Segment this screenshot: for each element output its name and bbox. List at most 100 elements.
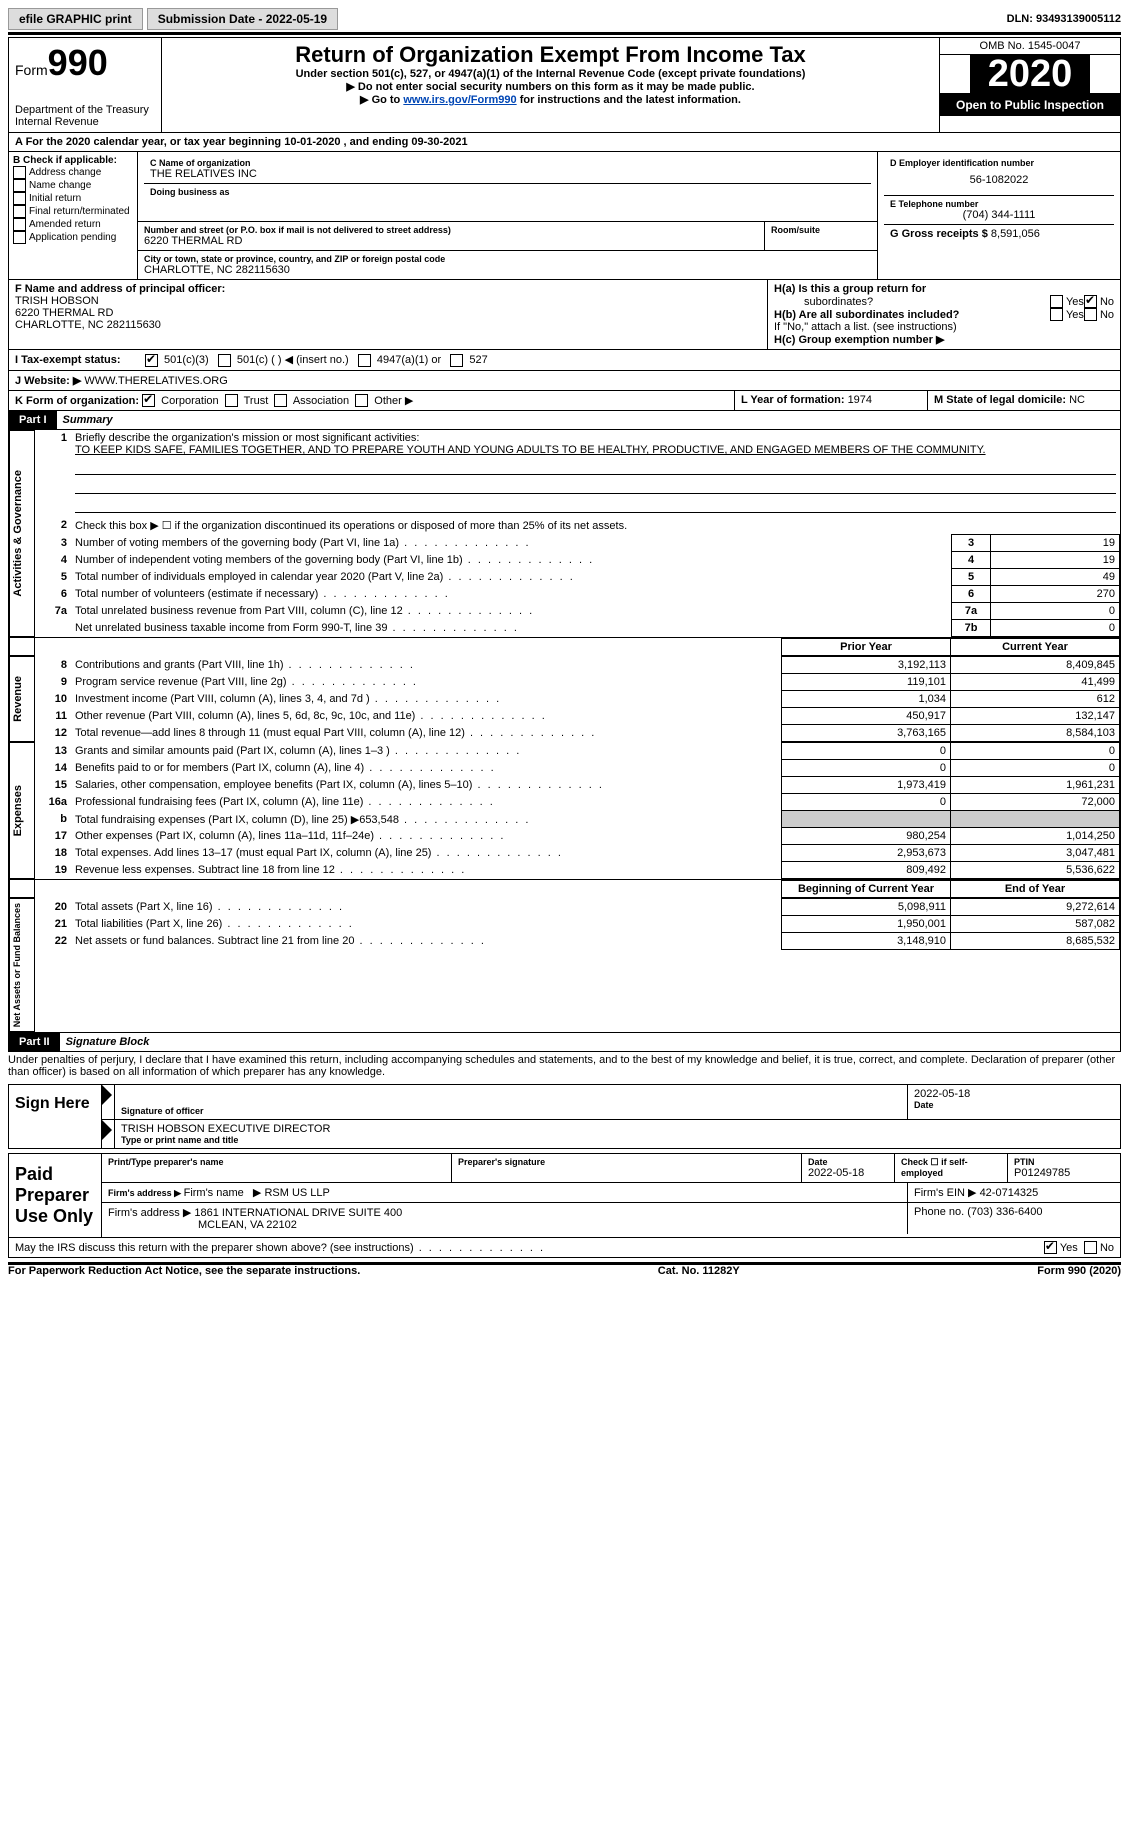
firm-name: Firm's name ▶ RSM US LLP: [184, 1187, 330, 1199]
q4: Number of independent voting members of …: [71, 552, 952, 569]
tax-year: 2020: [970, 55, 1091, 93]
tax-status-opt[interactable]: 501(c)(3): [145, 354, 218, 366]
row-label: Investment income (Part VIII, column (A)…: [71, 691, 782, 708]
v5: 49: [991, 569, 1120, 586]
v7b: 0: [991, 620, 1120, 637]
hb-label: H(b) Are all subordinates included?: [774, 309, 959, 321]
open-to-public: Open to Public Inspection: [940, 94, 1120, 116]
firm-addr2: MCLEAN, VA 22102: [198, 1219, 297, 1231]
prior-val: 1,973,419: [782, 777, 951, 794]
tax-status-opt[interactable]: 501(c) ( ) ◀ (insert no.): [218, 354, 358, 366]
firm-ein: 42-0714325: [980, 1187, 1039, 1199]
officer-addr1: 6220 THERMAL RD: [15, 307, 761, 319]
city-state-zip: CHARLOTTE, NC 282115630: [144, 264, 871, 276]
efile-button[interactable]: efile GRAPHIC print: [8, 8, 143, 30]
boxb-item[interactable]: Name change: [13, 179, 133, 192]
prior-val: 0: [782, 760, 951, 777]
line-k: K Form of organization: Corporation Trus…: [9, 391, 734, 411]
discuss-question: May the IRS discuss this return with the…: [8, 1238, 1121, 1258]
boxb-item[interactable]: Application pending: [13, 231, 133, 244]
side-expenses: Expenses: [10, 781, 26, 840]
prior-val: 3,148,910: [782, 933, 951, 950]
curr-val: 1,961,231: [951, 777, 1120, 794]
ein-value: 56-1082022: [890, 174, 1108, 186]
curr-val: 8,584,103: [951, 725, 1120, 742]
line-l: L Year of formation: 1974: [734, 391, 927, 411]
submission-date: Submission Date - 2022-05-19: [147, 8, 338, 30]
tax-status-opt[interactable]: 4947(a)(1) or: [358, 354, 450, 366]
q6: Total number of volunteers (estimate if …: [71, 586, 952, 603]
row-label: Professional fundraising fees (Part IX, …: [71, 794, 782, 811]
prior-val: 3,763,165: [782, 725, 951, 742]
note-ssn: ▶ Do not enter social security numbers o…: [168, 80, 933, 93]
corner-icon: [102, 1085, 112, 1105]
org-form-opt[interactable]: Corporation: [142, 395, 225, 407]
hb-no[interactable]: [1084, 308, 1097, 321]
boxb-item[interactable]: Initial return: [13, 192, 133, 205]
hdr-beg: Beginning of Current Year: [782, 881, 951, 898]
discuss-yes[interactable]: [1044, 1241, 1057, 1254]
self-employed-check[interactable]: Check ☐ if self-employed: [901, 1157, 1001, 1178]
prior-val: 2,953,673: [782, 845, 951, 862]
org-form-opt[interactable]: Association: [274, 395, 355, 407]
v7a: 0: [991, 603, 1120, 620]
v6: 270: [991, 586, 1120, 603]
v3: 19: [991, 535, 1120, 552]
row-label: Total assets (Part X, line 16): [71, 899, 782, 916]
gross-value: 8,591,056: [991, 228, 1040, 240]
v4: 19: [991, 552, 1120, 569]
line-i: I Tax-exempt status: 501(c)(3) 501(c) ( …: [8, 350, 1121, 371]
officer-addr2: CHARLOTTE, NC 282115630: [15, 319, 761, 331]
tax-status-opt[interactable]: 527: [450, 354, 497, 366]
org-name: THE RELATIVES INC: [150, 168, 865, 180]
curr-val: 9,272,614: [951, 899, 1120, 916]
curr-val: 8,409,845: [951, 657, 1120, 674]
boxb-item[interactable]: Address change: [13, 166, 133, 179]
hb-yes[interactable]: [1050, 308, 1063, 321]
prior-val: 0: [782, 743, 951, 760]
top-bar: efile GRAPHIC print Submission Date - 20…: [8, 8, 1121, 30]
row-label: Salaries, other compensation, employee b…: [71, 777, 782, 794]
side-revenue: Revenue: [10, 672, 26, 726]
boxb-item[interactable]: Final return/terminated: [13, 205, 133, 218]
form-number: 990: [48, 42, 108, 83]
website[interactable]: WWW.THERELATIVES.ORG: [81, 375, 227, 387]
note-link: ▶ Go to www.irs.gov/Form990 for instruct…: [168, 93, 933, 106]
form-header: Form990 Department of the Treasury Inter…: [8, 37, 1121, 133]
org-form-opt[interactable]: Other ▶: [355, 395, 419, 407]
curr-val: 72,000: [951, 794, 1120, 811]
dept-treasury: Department of the Treasury: [15, 104, 155, 116]
curr-val: 612: [951, 691, 1120, 708]
curr-val: 0: [951, 743, 1120, 760]
row-label: Benefits paid to or for members (Part IX…: [71, 760, 782, 777]
firm-phone: (703) 336-6400: [967, 1206, 1042, 1218]
row-label: Other revenue (Part VIII, column (A), li…: [71, 708, 782, 725]
part2-header: Part IISignature Block: [8, 1033, 1121, 1052]
prep-date: 2022-05-18: [808, 1167, 888, 1179]
ha-label: H(a) Is this a group return for: [774, 283, 926, 295]
irs-link[interactable]: www.irs.gov/Form990: [403, 94, 516, 106]
q7a: Total unrelated business revenue from Pa…: [71, 603, 952, 620]
q5: Total number of individuals employed in …: [71, 569, 952, 586]
q1: Briefly describe the organization's miss…: [75, 432, 419, 444]
ha-yes[interactable]: [1050, 295, 1063, 308]
gross-label: G Gross receipts $: [890, 228, 991, 240]
prior-val: 119,101: [782, 674, 951, 691]
ha-no[interactable]: [1084, 295, 1097, 308]
ptin: P01249785: [1014, 1167, 1114, 1179]
dba-label: Doing business as: [150, 187, 865, 197]
ein-label: D Employer identification number: [890, 158, 1108, 168]
org-form-opt[interactable]: Trust: [225, 395, 275, 407]
boxb-item[interactable]: Amended return: [13, 218, 133, 231]
section-bcdefgh: B Check if applicable: Address changeNam…: [8, 152, 1121, 280]
row-label: Total expenses. Add lines 13–17 (must eq…: [71, 845, 782, 862]
room-label: Room/suite: [771, 225, 871, 235]
sign-here-label: Sign Here: [9, 1085, 102, 1148]
curr-val: 8,685,532: [951, 933, 1120, 950]
row-label: Total fundraising expenses (Part IX, col…: [71, 811, 782, 828]
curr-val: [951, 811, 1120, 828]
row-label: Program service revenue (Part VIII, line…: [71, 674, 782, 691]
officer-label: F Name and address of principal officer:: [15, 283, 761, 295]
side-netassets: Net Assets or Fund Balances: [10, 899, 24, 1031]
discuss-no[interactable]: [1084, 1241, 1097, 1254]
